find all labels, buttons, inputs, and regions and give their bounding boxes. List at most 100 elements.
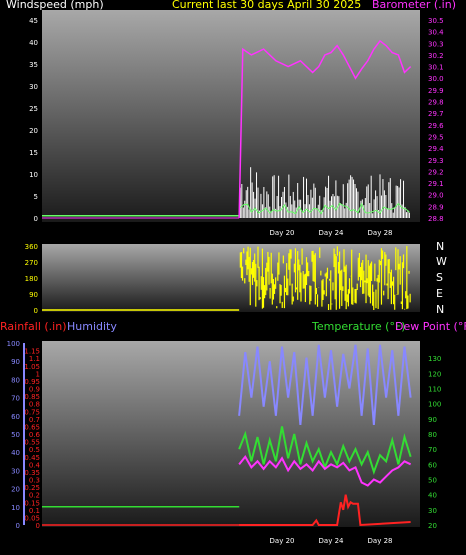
barometer-tick-label: 29.0 [428,192,444,200]
rain-tick-label: 0.6 [29,431,41,439]
humidity-tick-label: 70 [11,395,20,403]
barometer-tick-label: 30.0 [428,75,444,83]
direction-panel [42,244,420,312]
wind-tick-label: 5 [34,193,38,201]
rain-tick-label: 0.65 [24,423,40,431]
weather-day-label: Day 28 [368,537,393,545]
direction-tick-label: 90 [29,291,38,299]
rain-tick-label: 0.95 [24,378,40,386]
barometer-tick-label: 30.1 [428,64,444,72]
temperature-tick-label: 130 [428,355,441,363]
wind-tick-label: 25 [29,105,38,113]
rain-tick-label: 0.8 [29,401,40,409]
weather-day-label: Day 24 [319,537,345,545]
barometer-tick-label: 29.5 [428,133,444,141]
temperature-tick-label: 80 [428,431,437,439]
rain-tick-label: 0.15 [24,499,40,507]
rain-tick-label: 0.75 [24,408,40,416]
compass-n-bottom: N [436,303,445,316]
direction-tick-label: 270 [25,259,38,267]
rain-tick-label: 0.25 [24,484,40,492]
weather-day-label: Day 20 [270,537,295,545]
temperature-tick-label: 60 [428,461,437,469]
humidity-tick-label: 90 [11,358,20,366]
humidity-axis-label: Humidity [67,320,117,333]
rain-tick-label: 0.55 [24,439,40,447]
humidity-tick-label: 40 [11,449,20,457]
dewpoint-axis-label: Dew Point (°F) [395,320,466,333]
barometer-tick-label: 30.2 [428,52,444,60]
rain-tick-label: 0.5 [29,446,40,454]
rain-tick-label: 0.3 [29,477,40,485]
humidity-tick-label: 50 [11,431,20,439]
barometer-tick-label: 29.3 [428,157,444,165]
direction-tick-label: 0 [34,307,38,315]
barometer-tick-label: 29.1 [428,180,444,188]
barometer-line [238,39,412,219]
rain-tick-label: 0.4 [29,461,41,469]
wind-tick-label: 35 [29,61,38,69]
barometer-tick-label: 29.2 [428,168,444,176]
rain-tick-label: 0.05 [24,514,40,522]
barometer-tick-label: 29.6 [428,122,444,130]
temperature-tick-label: 40 [428,492,437,500]
wind-tick-label: 40 [29,39,38,47]
barometer-tick-label: 28.9 [428,203,444,211]
rain-tick-label: 0 [36,522,40,530]
humidity-line [238,344,412,425]
rain-tick-label: 0.2 [29,492,40,500]
wind-tick-label: 30 [29,83,38,91]
wind-tick-label: 10 [29,171,38,179]
wind-tick-label: 45 [29,17,38,25]
temperature-axis-label: Temperature (°F) [312,320,406,333]
wind-tick-label: 0 [34,215,38,223]
barometer-tick-label: 30.3 [428,40,444,48]
wind-average-line [240,202,410,215]
rain-tick-label: 1 [36,370,40,378]
temperature-tick-label: 110 [428,386,441,394]
windspeed-axis-label: Windspeed (mph) [6,0,104,11]
rain-tick-label: 1.05 [24,363,40,371]
direction-tick-label: 180 [25,275,38,283]
rain-tick-label: 0.85 [24,393,40,401]
direction-tick-label: 360 [25,243,38,251]
temperature-tick-label: 50 [428,477,437,485]
barometer-tick-label: 28.8 [428,215,444,223]
barometer-tick-label: 30.5 [428,17,444,25]
humidity-tick-label: 30 [11,467,20,475]
temperature-tick-label: 90 [428,416,437,424]
barometer-tick-label: 29.9 [428,87,444,95]
wind-day-label: Day 28 [368,229,393,237]
humidity-tick-label: 10 [11,504,20,512]
rain-tick-label: 0.1 [29,507,40,515]
humidity-tick-label: 60 [11,413,20,421]
humidity-tick-label: 80 [11,376,20,384]
rain-tick-label: 0.7 [29,416,40,424]
humidity-tick-label: 100 [7,340,20,348]
barometer-tick-label: 29.8 [428,99,444,107]
rain-tick-label: 1.1 [29,355,40,363]
temperature-tick-label: 30 [428,507,437,515]
rain-tick-label: 0.45 [24,454,40,462]
barometer-tick-label: 29.7 [428,110,444,118]
rain-tick-label: 1.15 [24,348,40,356]
compass-s: S [436,271,443,284]
compass-n-top: N [436,240,445,253]
rainfall-line [239,494,411,527]
temperature-tick-label: 70 [428,446,437,454]
humidity-tick-label: 20 [11,486,20,494]
wind-day-label: Day 20 [270,229,295,237]
compass-w: W [436,255,447,268]
barometer-tick-label: 30.4 [428,29,444,37]
dewpoint-line [238,454,412,487]
compass-e: E [436,287,443,300]
weather-panel [42,341,420,527]
temperature-tick-label: 120 [428,370,441,378]
wind-panel [42,10,420,222]
rain-tick-label: 0.35 [24,469,40,477]
chart-title: Current last 30 days April 30 2025 [172,0,362,11]
barometer-tick-label: 29.4 [428,145,444,153]
barometer-axis-label: Barometer (.in) [372,0,456,11]
temperature-tick-label: 20 [428,522,437,530]
